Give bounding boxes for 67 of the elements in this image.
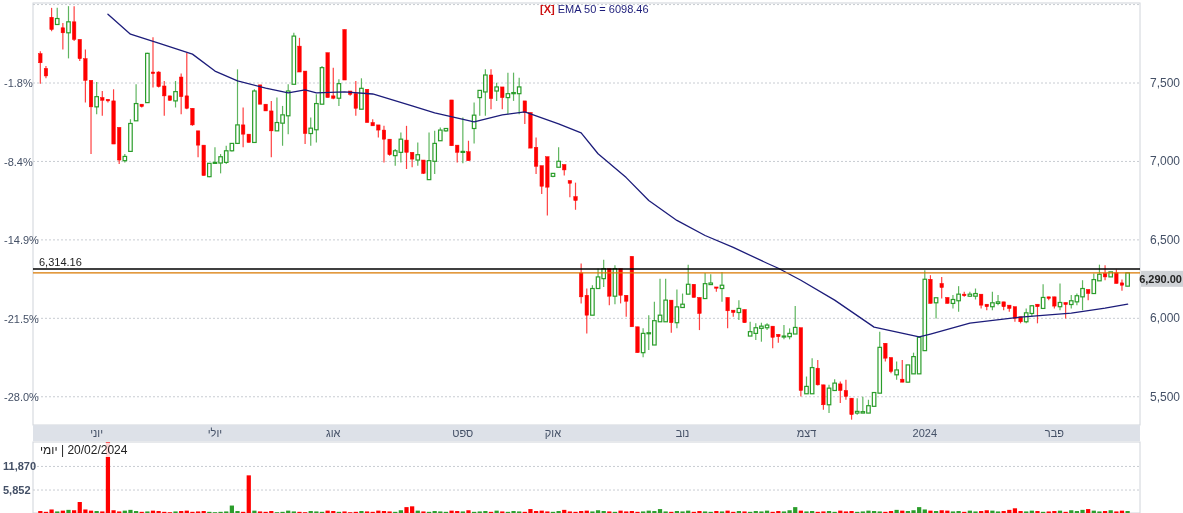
y-tick-label: 11,870 [3,460,37,473]
candlestick [66,5,71,59]
bar [466,510,471,513]
candlestick [736,299,742,321]
candlestick [669,299,674,334]
ref-line-label: 6,290.00 [1139,272,1182,285]
x-tick-label: דצמ [796,427,817,439]
candlestick [173,80,178,109]
bar [246,475,251,513]
candlestick [489,68,494,110]
candlestick [460,116,466,164]
y-tick-label: 7,500 [1149,76,1181,91]
candlestick [466,140,471,162]
bar [72,510,77,513]
y-tick-label: 5,852 [3,484,31,497]
x-tick-label: פבר [1044,427,1065,439]
text: EMA 50 = 6098.46 [557,3,649,15]
candlestick [471,102,477,145]
candlestick [939,276,944,299]
candlestick [60,22,65,51]
x-tick-label: אוק [544,427,562,439]
bar [1069,510,1074,513]
x-tick-label: נוב [675,427,690,439]
bar [398,510,403,513]
bar [252,510,257,513]
candlestick [500,86,505,110]
y-tick-label: 6,500 [1149,232,1181,247]
bar [922,509,927,513]
y-tick-label: 7,000 [1149,154,1181,169]
candlestick [567,179,572,198]
x-tick-label: יולי [207,427,223,439]
candlestick [415,141,421,167]
candlestick [556,146,561,168]
y2-tick-label: -1.8% [4,76,33,89]
y-tick-label: 5,500 [1149,389,1181,404]
annotation: [X] [540,3,555,15]
line-series [107,13,1129,338]
y2-tick-label: -21.5% [4,312,40,325]
bar [928,510,933,513]
bar [1086,509,1091,513]
x-tick-label: 2024 [912,427,938,439]
bar [66,509,71,513]
candlestick [94,81,100,115]
candlestick [38,50,43,85]
y-tick-label: 6,000 [1149,311,1181,326]
x-tick-label: אוג [326,427,341,439]
ref-line-label: 6,314.16 [39,256,82,269]
y2-tick-label: -28.0% [4,390,40,403]
candlestick [849,397,854,421]
candlestick [900,359,905,383]
y2-tick-label: -8.4% [4,156,33,168]
x-tick-label: ספט [452,427,474,439]
x-tick-label: יוני [90,427,104,439]
bar [894,509,899,513]
candlestick [573,182,578,211]
candlestick [522,100,527,125]
bar [657,509,663,513]
y2-tick-label: -14.9% [4,233,40,246]
bar [562,509,567,513]
candlestick [49,7,54,32]
candlestick [685,264,691,295]
bar [984,510,989,513]
candlestick [359,77,364,110]
bar [1108,510,1113,513]
candlestick [894,361,899,381]
candlestick [1035,303,1040,324]
candlestick [494,82,499,102]
